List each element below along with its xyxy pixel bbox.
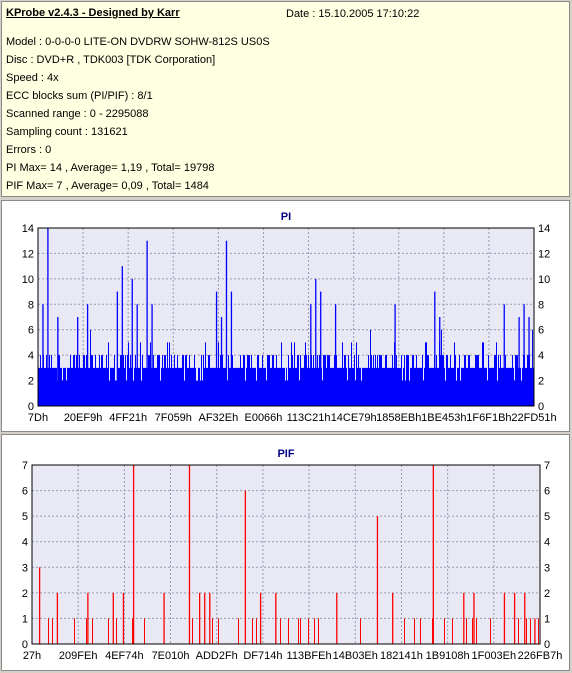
y-tick-label-left: 2 xyxy=(22,588,28,600)
y-tick-label-right: 1 xyxy=(544,613,550,625)
plot-border xyxy=(37,227,535,407)
y-tick-label-left: 10 xyxy=(22,274,34,286)
y-tick-label-left: 6 xyxy=(22,486,28,498)
ecc-line: ECC blocks sum (PI/PIF) : 8/1 xyxy=(6,90,153,102)
y-tick-label-right: 12 xyxy=(538,248,550,260)
x-tick-label: 14CE79h xyxy=(331,412,377,424)
x-tick-label: 226FB7h xyxy=(518,650,563,662)
pif-chart-panel: PIF 0 0 1 1 2 2 3 3 4 4 5 5 6 6 7 7 27h 209FEh 4EF74h 7E010h… xyxy=(1,434,570,671)
range-line: Scanned range : 0 - 2295088 xyxy=(6,108,149,120)
x-tick-label: 4FF21h xyxy=(109,412,147,424)
x-tick-label: 182141h xyxy=(380,650,423,662)
x-tick-label: 1F003Eh xyxy=(471,650,516,662)
y-tick-label-left: 8 xyxy=(28,299,34,311)
x-tick-label: E0066h xyxy=(244,412,282,424)
y-tick-label-right: 2 xyxy=(544,588,550,600)
chart-title: PIF xyxy=(277,448,294,460)
y-tick-label-right: 14 xyxy=(538,223,550,235)
model-line: Model : 0-0-0-0 LITE-ON DVDRW SOHW-812S … xyxy=(6,36,270,48)
pi-chart-panel: PI 0 0 2 2 4 4 6 6 8 8 10 10 12 12 14 14 7Dh 20EF9h 4FF21h 7… xyxy=(1,200,570,432)
x-tick-label: 1F6F1Bh xyxy=(466,412,511,424)
info-panel: KProbe v2.4.3 - Designed by Karr Date : … xyxy=(1,1,570,197)
y-tick-label-right: 6 xyxy=(544,486,550,498)
x-tick-label: 113BFEh xyxy=(287,650,332,662)
x-tick-label: 7Dh xyxy=(28,412,48,424)
y-tick-label-left: 4 xyxy=(22,537,28,549)
x-tick-label: 14B03Eh xyxy=(333,650,378,662)
x-tick-label: 7F059h xyxy=(155,412,192,424)
x-tick-label: 113C21h xyxy=(287,412,331,424)
y-tick-label-right: 3 xyxy=(544,562,550,574)
y-tick-label-right: 0 xyxy=(538,401,544,413)
pif-chart: PIF 0 0 1 1 2 2 3 3 4 4 5 5 6 6 7 7 27h 209FEh 4EF74h 7E010h… xyxy=(22,448,563,662)
y-tick-label-right: 7 xyxy=(544,460,550,472)
y-tick-label-left: 0 xyxy=(28,401,34,413)
x-tick-label: 209FEh xyxy=(59,650,98,662)
y-tick-label-left: 7 xyxy=(22,460,28,472)
y-tick-label-right: 2 xyxy=(538,376,544,388)
y-tick-label-right: 5 xyxy=(544,511,550,523)
bar-series xyxy=(38,228,534,406)
chart-title: PI xyxy=(281,211,291,223)
y-tick-label-left: 5 xyxy=(22,511,28,523)
y-tick-label-right: 10 xyxy=(538,274,550,286)
x-tick-label: ADD2Fh xyxy=(196,650,238,662)
errors-line: Errors : 0 xyxy=(6,144,52,156)
pif-stats-line: PIF Max= 7 , Average= 0,09 , Total= 1484 xyxy=(6,180,209,192)
x-tick-label: 1858EBh xyxy=(376,412,421,424)
x-tick-label: 27h xyxy=(23,650,41,662)
y-tick-label-left: 1 xyxy=(22,613,28,625)
y-tick-label-right: 6 xyxy=(538,325,544,337)
pi-chart: PI 0 0 2 2 4 4 6 6 8 8 10 10 12 12 14 14 7Dh 20EF9h 4FF21h 7… xyxy=(22,211,557,424)
x-tick-label: 20EF9h xyxy=(64,412,103,424)
y-tick-label-left: 4 xyxy=(28,350,34,362)
y-tick-label-left: 0 xyxy=(22,639,28,651)
y-tick-label-right: 8 xyxy=(538,299,544,311)
y-tick-label-left: 2 xyxy=(28,376,34,388)
x-tick-label: 7E010h xyxy=(152,650,190,662)
sampling-line: Sampling count : 131621 xyxy=(6,126,128,138)
pi-stats-line: PI Max= 14 , Average= 1,19 , Total= 1979… xyxy=(6,162,215,174)
speed-line: Speed : 4x xyxy=(6,72,59,84)
y-tick-label-left: 12 xyxy=(22,248,34,260)
y-tick-label-left: 3 xyxy=(22,562,28,574)
x-tick-label: 22FD51h xyxy=(511,412,556,424)
x-tick-label: 1B9108h xyxy=(426,650,470,662)
x-tick-label: DF714h xyxy=(243,650,282,662)
x-tick-label: AF32Eh xyxy=(198,412,238,424)
x-tick-label: 1BE453h xyxy=(421,412,466,424)
y-tick-label-right: 4 xyxy=(544,537,550,549)
y-tick-label-right: 0 xyxy=(544,639,550,651)
scan-date: Date : 15.10.2005 17:10:22 xyxy=(286,8,420,20)
bar-series xyxy=(38,465,539,644)
app-title: KProbe v2.4.3 - Designed by Karr xyxy=(6,7,180,19)
x-tick-label: 4EF74h xyxy=(105,650,144,662)
y-tick-label-left: 6 xyxy=(28,325,34,337)
plot-border xyxy=(31,464,541,645)
y-tick-label-right: 4 xyxy=(538,350,544,362)
disc-line: Disc : DVD+R , TDK003 [TDK Corporation] xyxy=(6,54,216,66)
y-tick-label-left: 14 xyxy=(22,223,34,235)
